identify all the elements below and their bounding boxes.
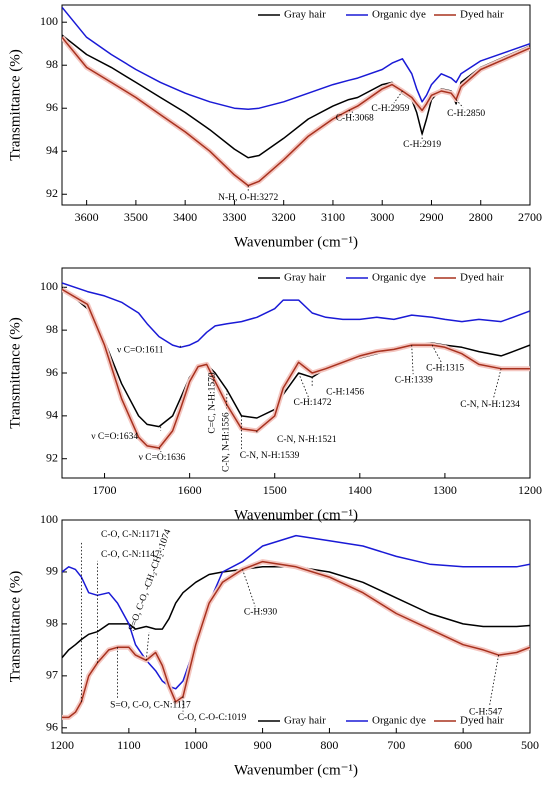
x-tick-label: 1700 (93, 483, 117, 497)
x-tick-label: 1200 (50, 738, 74, 752)
x-tick-label: 2900 (419, 210, 443, 224)
annotation: C-H:3068 (336, 114, 374, 124)
x-tick-label: 1100 (117, 738, 141, 752)
y-tick-label: 99 (46, 564, 58, 578)
annotation: C-O, C-O-C:1019 (178, 713, 247, 723)
annotation: C=C, N-H:1570 (207, 372, 217, 434)
plot-frame (61, 519, 531, 734)
series-line (62, 288, 530, 449)
x-tick-label: 1300 (433, 483, 457, 497)
y-axis-label: Transmittance (%) (7, 317, 23, 429)
y-tick-label: 94 (46, 408, 58, 422)
annotation-leader (225, 390, 228, 409)
legend-label: Organic dye (372, 715, 426, 727)
annotation: C-N, N-H:1234 (460, 400, 520, 410)
legend-label: Gray hair (284, 715, 326, 727)
annotation: ν C=O:1636 (139, 453, 186, 463)
annotation: C-N, N-H:1539 (240, 451, 300, 461)
annotation-leader (145, 632, 150, 661)
y-tick-label: 100 (40, 512, 58, 526)
annotation: C-H:2959 (371, 104, 409, 114)
annotation: S=O, C-O, -CH₂-CH₂-:1074 (127, 528, 173, 633)
x-tick-label: 1200 (518, 483, 542, 497)
annotation: C-H:1472 (294, 398, 332, 408)
y-tick-label: 96 (46, 365, 58, 379)
annotation: C-H:1456 (326, 387, 364, 397)
x-axis-label: Wavenumber (cm⁻¹) (234, 762, 358, 778)
legend-label: Dyed hair (460, 715, 504, 727)
legend-label: Gray hair (284, 9, 326, 21)
legend-label: Organic dye (372, 9, 426, 21)
y-tick-label: 92 (46, 450, 58, 464)
annotation-leader (489, 655, 499, 707)
legend-label: Dyed hair (460, 272, 504, 284)
annotation-leader (242, 569, 256, 607)
x-tick-label: 1500 (263, 483, 287, 497)
series-line (62, 282, 530, 349)
annotation: ν C=O:1611 (117, 345, 164, 355)
series-line (62, 566, 530, 659)
y-tick-label: 97 (46, 668, 58, 682)
y-axis-label: Transmittance (%) (7, 49, 23, 161)
x-tick-label: 900 (254, 738, 272, 752)
series-line (62, 36, 530, 187)
annotation: C-N, N-H:1521 (277, 435, 337, 445)
x-tick-label: 600 (454, 738, 472, 752)
y-tick-label: 98 (46, 616, 58, 630)
annotation-leader (298, 372, 309, 398)
annotation: C-N, N-H:1556 (221, 412, 231, 472)
x-tick-label: 3100 (321, 210, 345, 224)
y-tick-label: 100 (40, 279, 58, 293)
annotation: C-O, C-N:1147 (101, 550, 160, 560)
plot-frame (61, 4, 531, 206)
annotation-leader (348, 110, 354, 113)
x-tick-label: 2700 (518, 210, 542, 224)
y-tick-label: 96 (46, 100, 58, 114)
annotation-leader (411, 345, 414, 375)
x-tick-label: 3600 (75, 210, 99, 224)
legend-label: Dyed hair (460, 9, 504, 21)
series-line (62, 560, 530, 719)
annotation: N-H, O-H:3272 (218, 193, 278, 203)
y-tick-label: 100 (40, 14, 58, 28)
series-halo (62, 559, 530, 720)
x-tick-label: 700 (387, 738, 405, 752)
annotation-leader (393, 90, 403, 104)
legend-label: Gray hair (284, 272, 326, 284)
y-axis-label: Transmittance (%) (7, 571, 23, 683)
x-tick-label: 1400 (348, 483, 372, 497)
y-tick-label: 96 (46, 720, 58, 734)
x-tick-label: 3200 (272, 210, 296, 224)
annotation: C-H:547 (469, 707, 503, 717)
annotation: C-H:2850 (447, 109, 485, 119)
annotation: S=O, C-O, C-N:1117 (110, 700, 191, 710)
x-tick-label: 500 (521, 738, 539, 752)
x-tick-label: 1000 (184, 738, 208, 752)
x-tick-label: 3000 (370, 210, 394, 224)
y-tick-label: 92 (46, 186, 58, 200)
annotation: ν C=O:1634 (91, 432, 138, 442)
y-tick-label: 98 (46, 57, 58, 71)
annotation: C-H:2919 (403, 140, 441, 150)
annotation: C-H:930 (244, 608, 278, 618)
x-tick-label: 2800 (469, 210, 493, 224)
x-tick-label: 3300 (222, 210, 246, 224)
annotation-leader (158, 447, 162, 453)
annotation: C-H:1339 (395, 375, 433, 385)
series-line (62, 6, 530, 111)
x-tick-label: 1600 (178, 483, 202, 497)
annotation: C-H:1315 (426, 363, 464, 373)
y-tick-label: 98 (46, 322, 58, 336)
y-tick-label: 94 (46, 143, 58, 157)
legend-label: Organic dye (372, 272, 426, 284)
x-tick-label: 3500 (124, 210, 148, 224)
x-tick-label: 3400 (173, 210, 197, 224)
annotation: C-O, C-N:1171 (101, 530, 160, 540)
x-tick-label: 800 (320, 738, 338, 752)
x-axis-label: Wavenumber (cm⁻¹) (234, 234, 358, 250)
annotation-leader (492, 368, 502, 399)
x-axis-label: Wavenumber (cm⁻¹) (234, 507, 358, 523)
